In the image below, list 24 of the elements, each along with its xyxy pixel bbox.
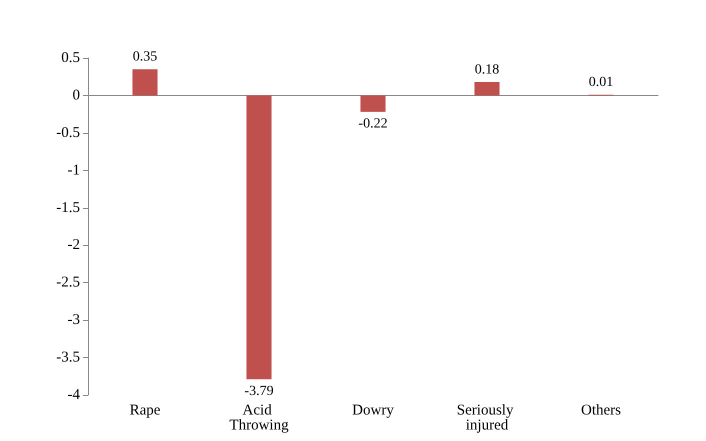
y-tick-label: -0.5 (56, 124, 80, 141)
y-tick-label: -2.5 (56, 274, 80, 291)
bar (360, 95, 386, 112)
y-tick-label: -3.5 (56, 350, 80, 366)
data-label: 0.35 (132, 50, 158, 65)
x-tick-label: Dowry (352, 402, 394, 418)
x-tick-label: Others (581, 402, 622, 418)
x-tick-label: Acid Throwing (229, 402, 290, 434)
y-tick-label: -1 (68, 162, 80, 178)
data-label: -3.79 (244, 384, 274, 399)
data-label: 0.01 (588, 75, 614, 90)
y-tick-label: 0 (72, 87, 80, 104)
bar (246, 95, 272, 380)
data-label: 0.18 (474, 62, 500, 78)
y-tick-label: -4 (68, 387, 80, 403)
data-label: -0.22 (358, 116, 388, 132)
y-tick-label: -3 (68, 312, 80, 328)
y-tick-label: -1.5 (56, 200, 80, 216)
y-tick-label: -2 (68, 237, 80, 254)
x-tick-label: Seriously injured (456, 402, 518, 434)
bar (132, 69, 158, 96)
x-tick-label: Rape (130, 402, 161, 418)
y-tick-label: 0.5 (61, 50, 80, 66)
bar (474, 82, 500, 96)
